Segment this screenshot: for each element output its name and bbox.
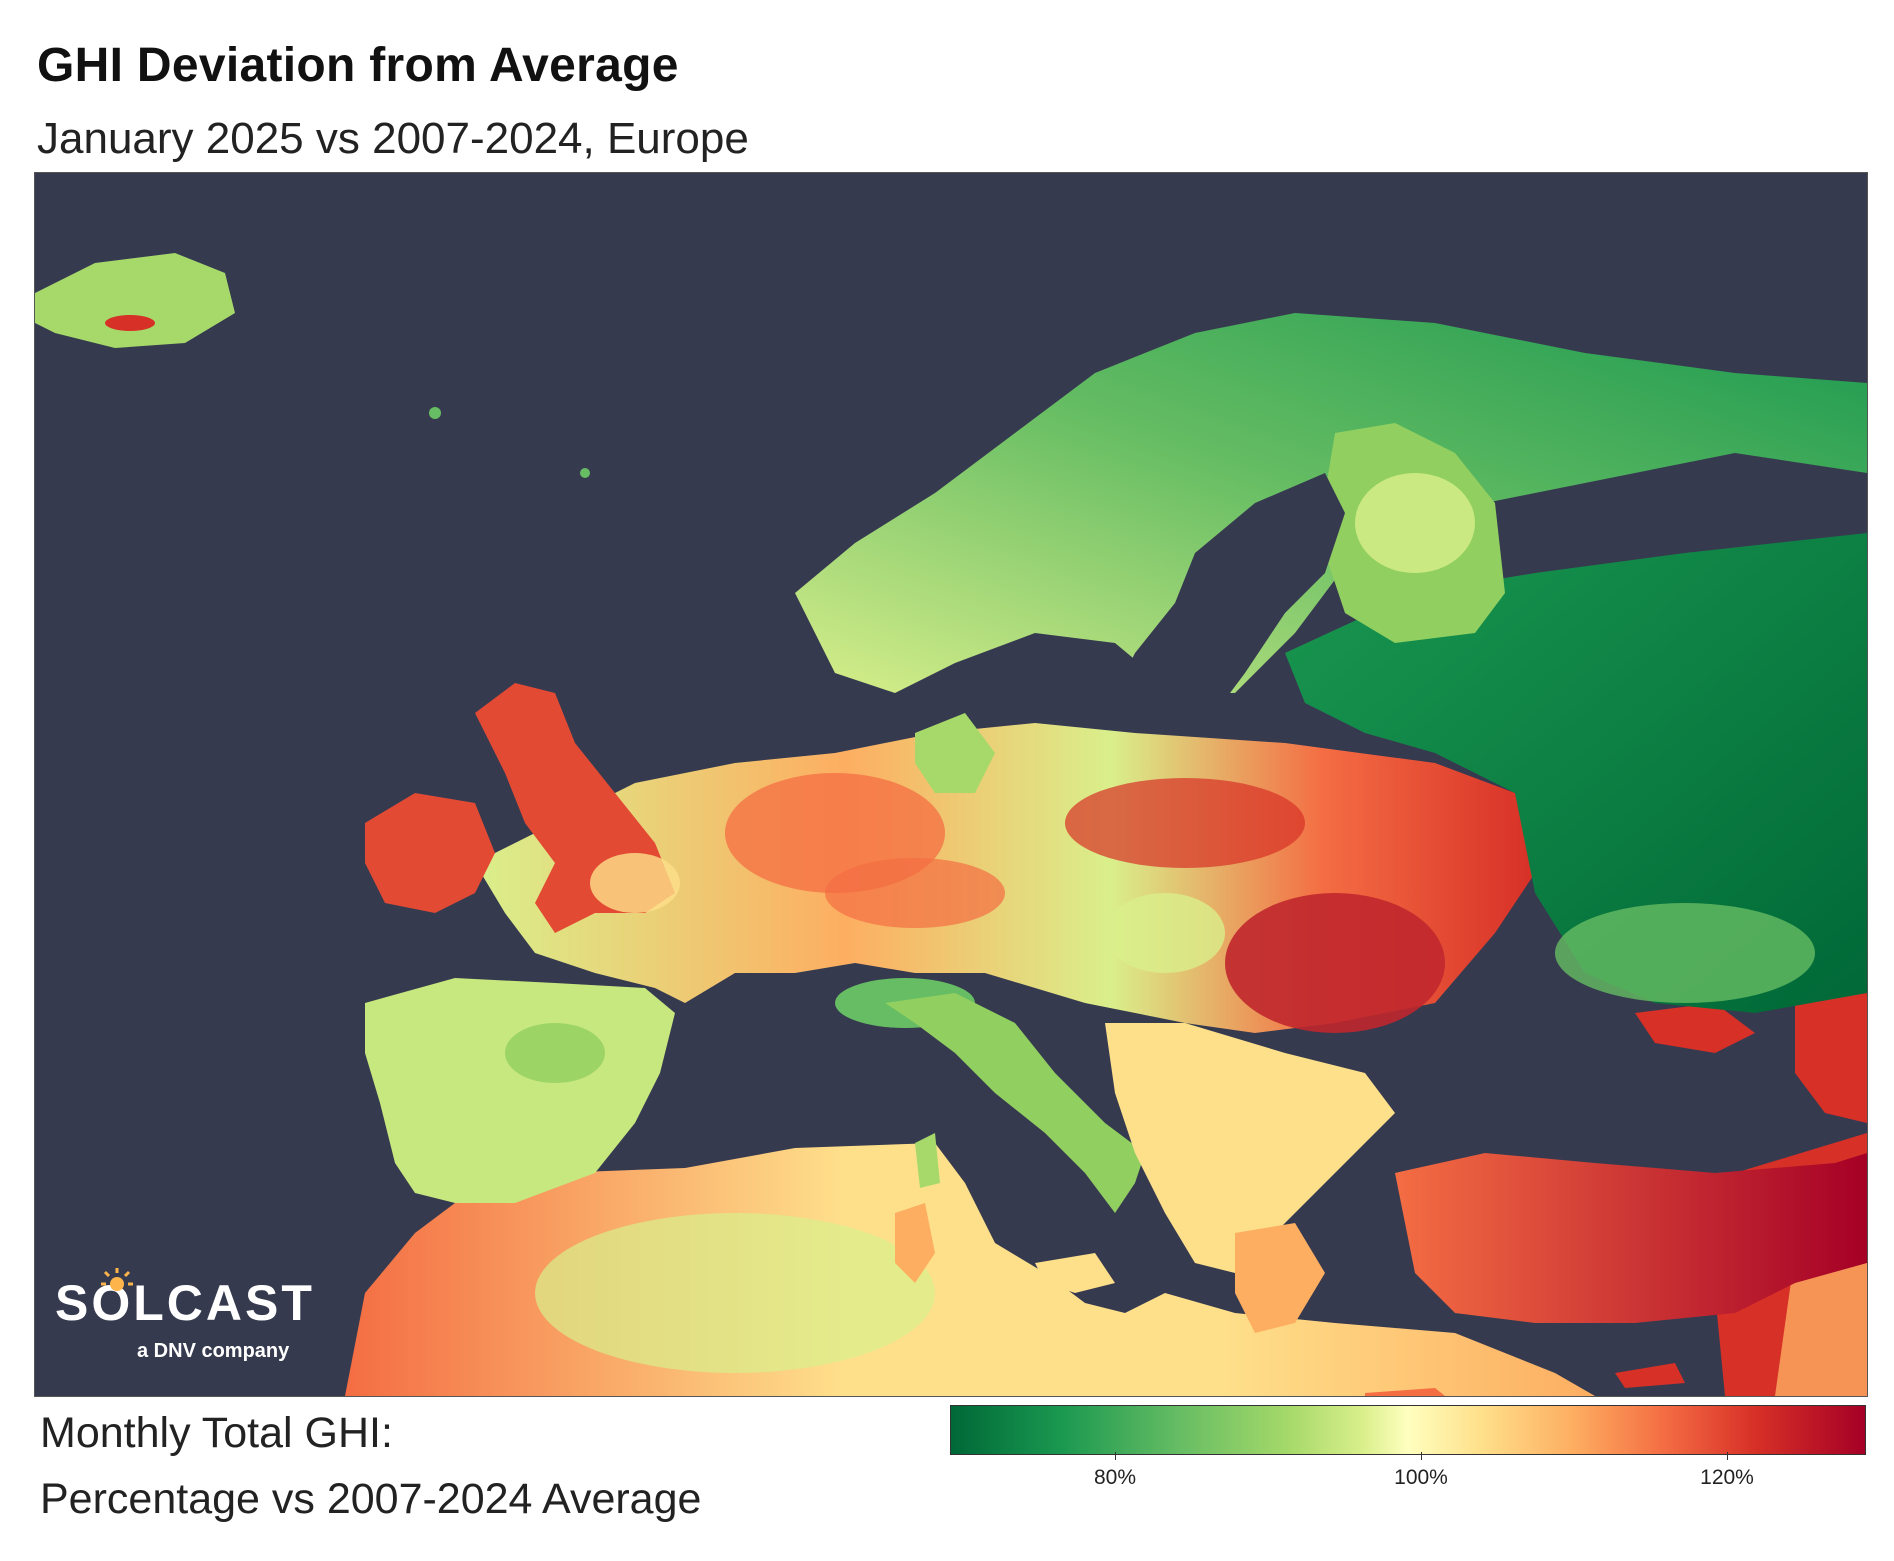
black-sea — [1455, 1023, 1795, 1163]
legend-title: Monthly Total GHI: Percentage vs 2007-20… — [40, 1400, 701, 1532]
iceland-land — [35, 253, 235, 348]
corsica-land — [915, 1133, 940, 1188]
tick-mark-100 — [1421, 1452, 1422, 1460]
tick-mark-120 — [1727, 1452, 1728, 1460]
cyprus-land — [1615, 1363, 1685, 1388]
logo-brand: SOLCAST — [55, 1275, 315, 1331]
map-subtitle: January 2025 vs 2007-2024, Europe — [37, 114, 749, 163]
solcast-logo: SOLCAST a DNV company — [55, 1268, 315, 1362]
iceland-red-patch — [105, 315, 155, 331]
colorbar — [950, 1405, 1866, 1455]
tick-mark-80 — [1115, 1452, 1116, 1460]
tick-label-80: 80% — [1093, 1466, 1137, 1489]
crimea-land — [1635, 1003, 1755, 1053]
tick-label-100: 100% — [1394, 1466, 1448, 1489]
sardinia-land — [895, 1203, 935, 1283]
shetland-islands — [580, 468, 590, 478]
map-title: GHI Deviation from Average — [37, 39, 679, 92]
crete-land — [1365, 1388, 1445, 1396]
sahara-light-region — [535, 1213, 935, 1373]
ireland-land — [365, 793, 495, 913]
legend-title-line-2: Percentage vs 2007-2024 Average — [40, 1475, 702, 1523]
iberia-land — [365, 978, 675, 1203]
hungary-green-patch — [1105, 893, 1225, 973]
poland-red-region — [1065, 778, 1305, 868]
ukraine-light-region — [1555, 903, 1815, 1003]
sun-icon — [101, 1268, 133, 1291]
greece-land — [1235, 1223, 1325, 1333]
logo-tagline: a DNV company — [137, 1340, 290, 1362]
map-canvas — [35, 253, 1867, 1396]
europe-map[interactable]: SOLCAST a DNV company — [34, 172, 1868, 1397]
southern-germany-red — [825, 858, 1005, 928]
italy-land — [885, 993, 1145, 1213]
iberia-green-patch — [505, 1023, 605, 1083]
sicily-land — [1035, 1253, 1115, 1293]
balkans-land — [1105, 1023, 1395, 1273]
finland-light-patch — [1355, 473, 1475, 573]
eastern-europe-land — [1285, 533, 1867, 1013]
baltic-sea — [1105, 473, 1345, 733]
england-light-region — [590, 853, 680, 913]
caucasus-land — [1795, 993, 1867, 1123]
turkey-land — [1395, 1153, 1867, 1323]
faroe-islands — [429, 407, 441, 419]
legend-title-line-1: Monthly Total GHI: — [40, 1409, 393, 1457]
romania-red-region — [1225, 893, 1445, 1033]
denmark-land — [915, 713, 995, 793]
tick-label-120: 120% — [1700, 1466, 1754, 1489]
